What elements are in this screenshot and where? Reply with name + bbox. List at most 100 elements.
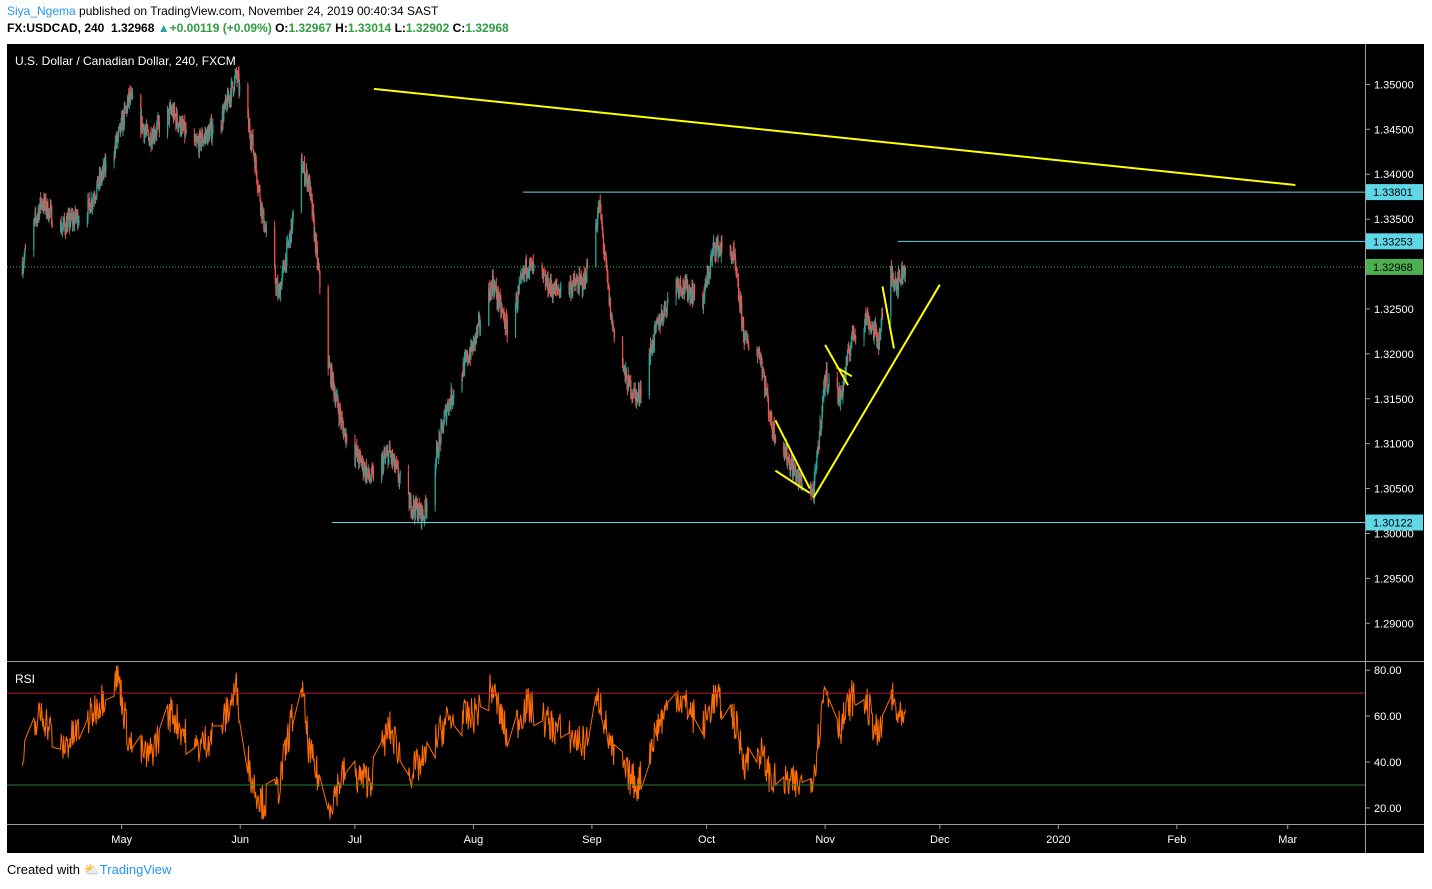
candle-body [149,139,151,146]
candle-body [338,410,340,421]
candle-body [876,336,879,342]
candle-body [871,325,873,329]
candle-body [362,459,364,465]
candle-body [772,431,774,437]
candle-body [167,108,169,110]
tradingview-logo-icon[interactable]: ⛅ [83,862,100,877]
author-link[interactable]: Siya_Ngema [7,4,76,18]
candle-body [445,407,447,421]
candle-body [104,160,106,172]
last-price-tag-label: 1.32968 [1373,262,1413,274]
candle-body [702,294,705,308]
candle-body [158,122,160,133]
candle-body [88,198,90,201]
candle-body [506,320,508,338]
candle-body [569,285,571,291]
candle-body [798,472,800,483]
price-pane[interactable] [7,44,1365,661]
candle-body [559,291,561,296]
candle-body [680,287,682,294]
candle-body [319,271,321,288]
tradingview-brand[interactable]: TradingView [99,862,172,877]
candle-body [49,209,51,212]
candle-body [639,387,642,399]
candle-body [871,325,873,330]
candle-body [720,251,722,256]
candle-body [33,218,36,223]
candle-body [823,381,826,392]
candle-body [303,163,305,169]
candle-body [463,362,465,376]
candle-body [77,211,79,226]
candle-body [86,218,88,221]
price-axis[interactable] [1365,44,1424,824]
candle-body [183,121,185,129]
candle-body [286,241,289,245]
candle-body [439,437,441,444]
rsi-pane[interactable] [7,661,1365,824]
candle-body [706,282,708,287]
candle-body [600,204,602,219]
candle-body [100,172,103,181]
candle-body [408,493,410,509]
candle-body [718,249,720,257]
candle-body [852,325,854,333]
candle-body [639,398,641,400]
candle-body [711,257,713,259]
candle-body [67,219,69,232]
candle-body [713,242,715,244]
candle-body [205,132,208,137]
candle-body [495,285,497,289]
candle-body [624,367,626,378]
candle-body [630,396,633,398]
candle-body [288,244,290,246]
candle-body [413,500,415,512]
candle-body [123,106,125,126]
candle-body [632,393,634,396]
candle-body [258,186,260,190]
candle-body [872,326,874,329]
candle-body [340,415,342,423]
candle-body [221,126,223,128]
candle-body [308,176,310,187]
candle-body [595,224,597,268]
candle-body [274,267,276,282]
candle-body [344,429,346,431]
candle-body [490,283,492,301]
candle-body [583,274,585,290]
candle-body [610,313,612,319]
price-tick-label: 1.32000 [1374,349,1414,361]
candle-body [568,283,570,291]
candle-body [254,158,256,171]
candle-body [288,238,290,245]
candle-body [612,320,614,327]
candle-body [173,106,175,120]
candle-body [877,336,879,345]
candle-body [156,121,159,126]
candle-body [262,210,264,212]
trendline [881,286,895,349]
candle-body [99,173,101,182]
candle-body [676,280,678,288]
rsi-tick-label: 80.00 [1374,665,1402,677]
candle-body [396,464,398,466]
candle-body [385,453,387,457]
candle-body [182,126,185,129]
candle-body [702,294,704,308]
candle-body [409,499,411,509]
candle-body [474,337,476,346]
candle-body [302,168,304,173]
candle-body [442,425,444,432]
candle-body [63,218,66,225]
time-tick-label: Oct [698,834,715,846]
price-tick-label: 1.30000 [1374,528,1414,540]
rsi-title: RSI [15,672,35,686]
candle-body [654,324,656,328]
candle-body [102,170,104,176]
time-axis[interactable] [7,824,1424,853]
candle-body [796,471,798,478]
candle-body [881,314,884,318]
candle-body [249,124,251,135]
candle-body [51,206,53,226]
